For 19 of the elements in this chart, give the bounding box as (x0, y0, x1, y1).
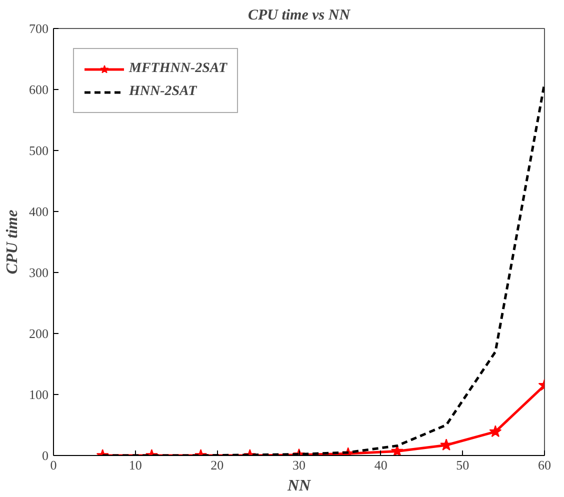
y-tick-label: 500 (29, 143, 48, 158)
x-tick-label: 60 (538, 458, 551, 472)
y-tick-label: 600 (29, 82, 48, 97)
y-axis-title: CPU time (4, 210, 21, 274)
y-tick-label: 400 (29, 204, 48, 219)
y-tick-label: 300 (29, 265, 48, 280)
x-axis-title: NN (286, 478, 312, 494)
legend-label: HNN-2SAT (129, 84, 197, 100)
chart-title: CPU time vs NN (248, 8, 352, 24)
y-tick-label: 700 (29, 21, 48, 36)
legend-label: MFTHNN-2SAT (129, 61, 228, 77)
x-tick-label: 50 (456, 458, 470, 472)
x-tick-label: 20 (210, 458, 224, 472)
x-tick-label: 30 (292, 458, 306, 472)
y-tick-label: 200 (29, 326, 48, 341)
x-tick-label: 10 (128, 458, 142, 472)
x-tick-label: 40 (374, 458, 388, 472)
y-tick-label: 0 (42, 448, 48, 463)
y-tick-label: 100 (29, 387, 48, 402)
